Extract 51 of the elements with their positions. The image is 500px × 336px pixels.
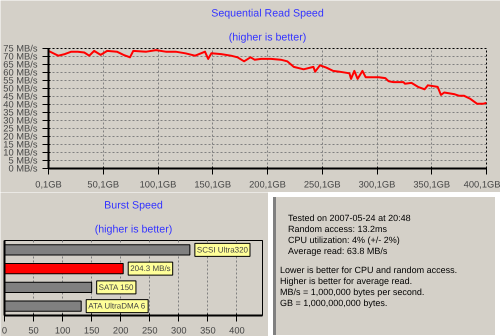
x-tick-label: 200,1GB xyxy=(249,180,286,190)
y-tick-label: 25 MB/s xyxy=(3,124,38,134)
text: Higher is better for average read. xyxy=(280,276,414,287)
x-tick-label: 0,1GB xyxy=(35,180,62,190)
x-tick-label: 350 xyxy=(200,326,216,336)
text: Lower is better for CPU and random access. xyxy=(280,265,458,276)
x-tick-label: 150 xyxy=(84,326,100,336)
text: GB = 1,000,000,000 bytes. xyxy=(280,298,388,309)
y-tick-label: 70 MB/s xyxy=(3,52,38,62)
y-tick-label: 50 MB/s xyxy=(3,84,38,94)
x-tick-label: 200 xyxy=(112,326,129,336)
y-tick-label: 0 MB/s xyxy=(8,164,38,174)
chart-title: Sequential Read Speed xyxy=(211,8,324,20)
y-tick-label: 10 MB/s xyxy=(3,148,38,158)
x-tick-label: 400 xyxy=(229,326,245,336)
x-tick-label: 50 xyxy=(28,326,39,336)
x-tick-label: 350,1GB xyxy=(413,180,450,190)
y-tick-label: 40 MB/s xyxy=(3,100,38,110)
x-tick-label: 400,1GB xyxy=(464,180,500,190)
x-tick-label: 0 xyxy=(2,326,8,336)
x-tick-label: 250 xyxy=(142,326,158,336)
y-tick-label: SCSI Ultra320 xyxy=(196,245,249,254)
chart-subtitle: (higher is better) xyxy=(94,224,172,236)
y-tick-label: 75 MB/s xyxy=(3,44,38,54)
text: Tested on 2007-05-24 at 20:48 xyxy=(288,213,412,224)
y-tick-label: 15 MB/s xyxy=(3,140,38,150)
y-tick-label: ATA UltraDMA 6 xyxy=(88,302,146,311)
y-tick-label: 60 MB/s xyxy=(3,68,38,78)
y-tick-label: 55 MB/s xyxy=(3,76,38,86)
y-tick-label: 65 MB/s xyxy=(3,60,38,70)
chart-subtitle: (higher is better) xyxy=(228,32,306,44)
line-series xyxy=(48,49,486,105)
text: MB/s = 1,000,000 bytes per second. xyxy=(280,287,426,298)
x-tick-label: 100,1GB xyxy=(140,180,176,190)
x-tick-label: 300 xyxy=(171,326,187,336)
text: CPU utilization: 4% (+/- 2%) xyxy=(288,235,401,246)
x-tick-label: 50,1GB xyxy=(87,180,120,190)
y-tick-label: 20 MB/s xyxy=(3,132,38,142)
y-tick-label: 35 MB/s xyxy=(3,108,38,118)
y-tick-label: 5 MB/s xyxy=(8,156,38,166)
text: Average read: 63.8 MB/s xyxy=(288,246,388,257)
y-tick-label: 45 MB/s xyxy=(3,92,38,102)
x-tick-label: 300,1GB xyxy=(358,180,396,190)
x-tick-label: 150,1GB xyxy=(194,180,232,190)
chart-title: Burst Speed xyxy=(104,200,163,212)
x-tick-label: 250,1GB xyxy=(304,180,341,190)
data-label: 204.3 MB/s xyxy=(130,264,171,274)
text: Random access: 13.2ms xyxy=(288,224,388,235)
x-tick-label: 100 xyxy=(54,326,70,336)
y-tick-label: SATA 150 xyxy=(98,282,134,292)
y-tick-label: 30 MB/s xyxy=(3,116,38,126)
